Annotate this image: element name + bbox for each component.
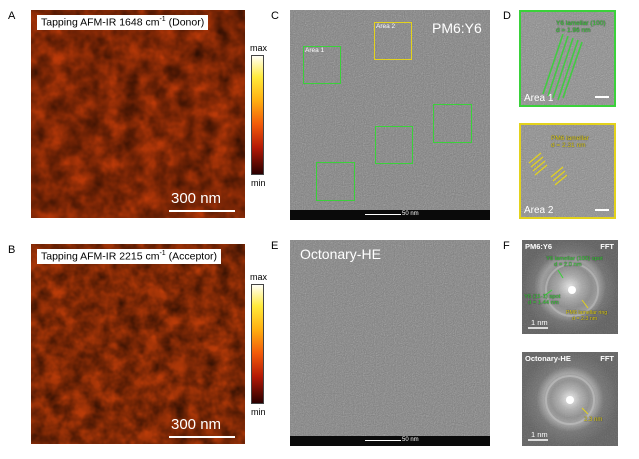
tem-scale-label-e: 50 nm [402,437,419,443]
scale-bar-a [169,210,235,212]
area-label-2: Area 2 [376,23,396,30]
afm-title-b: Tapping AFM-IR 2215 cm-1 (Acceptor) [37,249,222,264]
colorbar-min-b: min [251,407,266,417]
panel-label-b: B [8,244,16,256]
fft-octonary: Octonary-HE FFT 2.3 nm 1 nm [522,352,618,446]
zoom-area-label-1: Area 1 [524,93,554,104]
fft-scale-label-bottom: 1 nm [531,430,548,439]
zoom-scalebar-1 [595,96,609,98]
afm-map-donor: Tapping AFM-IR 1648 cm-1 (Donor) 300 nm [31,10,245,218]
fft-pm6y6: PM6:Y6 FFT Y6 lamellar (100) spot d = 2.0… [522,240,618,334]
zoom-area-label-2: Area 2 [524,205,554,216]
fft-scale-label-top: 1 nm [531,318,548,327]
annotation-pm6-lamellar: PM6 lamellar d = 2.31 nm [551,135,589,149]
panel-label-a: A [8,10,16,22]
colorbar-max-b: max [250,272,268,282]
scale-label-a: 300 nm [171,190,222,207]
fft-label-top: FFT [600,242,614,251]
area-box-1 [303,46,341,84]
annotation-ring-octonary: 2.3 nm [584,417,603,423]
zoom-scalebar-2 [595,209,609,211]
scale-label-b: 300 nm [171,416,222,433]
fft-label-bottom: FFT [600,354,614,363]
annotation-y6-11-spot: Y6 (11-1) spot d = 1.44 nm [524,294,561,306]
panel-label-c: C [271,10,279,22]
zoom-area-1: Y6 lamellar (100) d = 1.96 nm Area 1 [519,10,616,107]
scale-bar-b [169,436,235,438]
fft-title-pm6y6: PM6:Y6 [525,242,553,251]
afm-title-a: Tapping AFM-IR 1648 cm-1 (Donor) [37,15,209,30]
tem-scalebar-e [365,440,401,441]
area-box-2 [374,22,412,60]
panel-label-f: F [503,240,510,252]
annotation-pm6-ring: PM6 lamellar ring d = 2.3 nm [566,310,608,322]
colorbar-max-a: max [250,43,268,53]
afm-map-acceptor: Tapping AFM-IR 2215 cm-1 (Acceptor) 300 … [31,244,245,444]
tem-scale-label-c: 50 nm [402,211,419,217]
tem-scalebar-strip-c [290,210,490,220]
area-box-5 [316,162,355,201]
annotation-y6-100-spot: Y6 lamellar (100) spot d = 2.0 nm [546,256,603,268]
annotation-y6-lamellar: Y6 lamellar (100) d = 1.96 nm [556,20,606,34]
tem-scalebar-c [365,214,401,215]
fft-title-octonary: Octonary-HE [525,354,571,363]
tem-label-octonary: Octonary-HE [300,246,381,262]
colorbar-a [251,55,264,175]
panel-label-d: D [503,10,511,22]
tem-label-pm6y6: PM6:Y6 [432,20,482,36]
panel-label-e: E [271,240,279,252]
tem-scalebar-strip-e [290,436,490,446]
colorbar-b [251,284,264,404]
area-box-4 [375,126,413,164]
area-box-3 [433,104,472,143]
colorbar-min-a: min [251,178,266,188]
tem-image-octonary: Octonary-HE 50 nm [290,240,490,446]
area-label-1: Area 1 [305,47,325,54]
tem-image-pm6y6: PM6:Y6 Area 1 Area 2 50 nm [290,10,490,220]
zoom-area-2: PM6 lamellar d = 2.31 nm Area 2 [519,123,616,219]
